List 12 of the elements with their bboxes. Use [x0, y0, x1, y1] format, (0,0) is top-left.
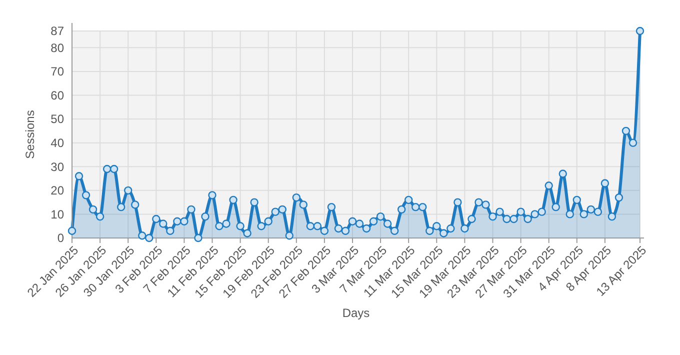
y-tick-label: 30 — [50, 160, 64, 174]
y-tick-label: 70 — [50, 64, 64, 79]
y-tick-label: 40 — [50, 136, 64, 150]
x-axis-title: Days — [342, 306, 370, 320]
y-axis-title: Sessions — [23, 110, 37, 159]
y-tick-label: 50 — [50, 112, 64, 126]
y-tick-label: 87 — [50, 24, 64, 38]
y-tick-label: 20 — [50, 184, 64, 198]
y-tick-label: 0 — [57, 231, 64, 246]
y-tick-label: 60 — [50, 88, 64, 102]
y-tick-label: 10 — [50, 207, 64, 222]
y-tick-label: 80 — [50, 40, 64, 55]
